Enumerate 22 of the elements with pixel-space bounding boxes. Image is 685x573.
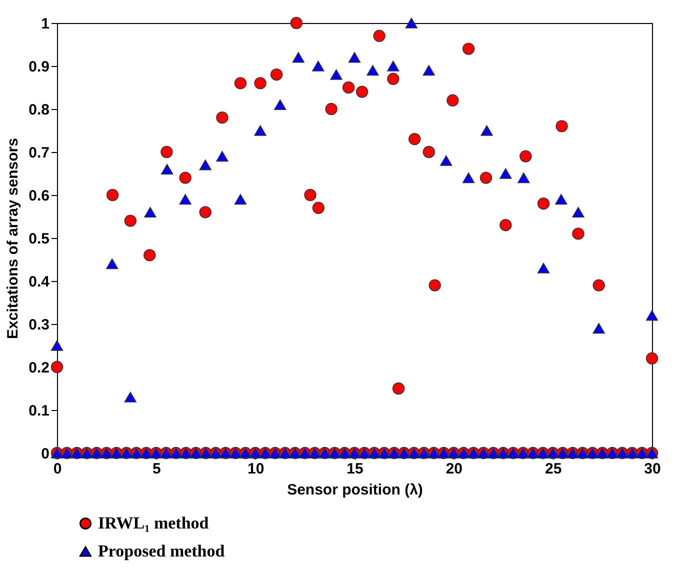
y-tick-label: 1	[41, 16, 50, 32]
y-tick-label: 0.7	[28, 144, 50, 162]
x-tick-label: 20	[446, 460, 463, 478]
y-tick-label: 0.2	[28, 360, 50, 376]
x-tick-label: 30	[644, 460, 661, 478]
x-tick-label: 0	[53, 460, 62, 478]
y-axis-title: Excitations of array sensors	[4, 138, 22, 339]
y-tick-label: 0.5	[28, 230, 50, 248]
y-tick-label: 0.3	[28, 316, 50, 334]
y-tick-label: 0.1	[28, 402, 50, 420]
x-tick-label: 10	[247, 460, 264, 478]
x-axis-title: Sensor position (λ)	[287, 482, 423, 498]
y-tick-label: 0.4	[28, 274, 50, 290]
legend-label: IRWL₁ method	[98, 514, 210, 532]
x-tick-label: 25	[544, 460, 562, 478]
y-tick-label: 0.8	[28, 102, 50, 118]
y-tick-label: 0	[41, 446, 50, 462]
y-tick-label: 0.9	[28, 58, 50, 76]
legend-label: Proposed method	[98, 542, 226, 560]
x-tick-label: 5	[152, 460, 161, 478]
x-tick-label: 15	[346, 460, 364, 478]
y-tick-label: 0.6	[28, 188, 50, 204]
